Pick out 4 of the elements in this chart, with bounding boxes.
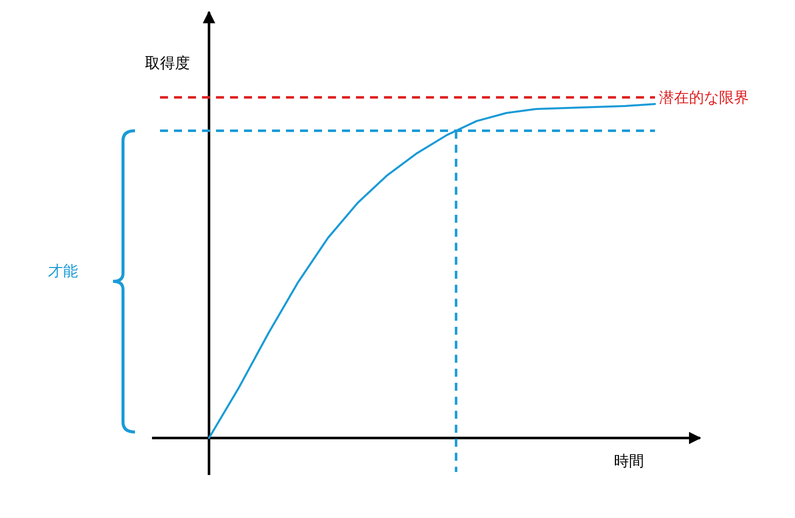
x-axis-title: 時間 [614, 452, 644, 470]
y-axis-title: 取得度 [145, 54, 190, 72]
text: 才能 [48, 262, 78, 280]
ref-line-label: 潜在的な限界 [659, 88, 749, 106]
